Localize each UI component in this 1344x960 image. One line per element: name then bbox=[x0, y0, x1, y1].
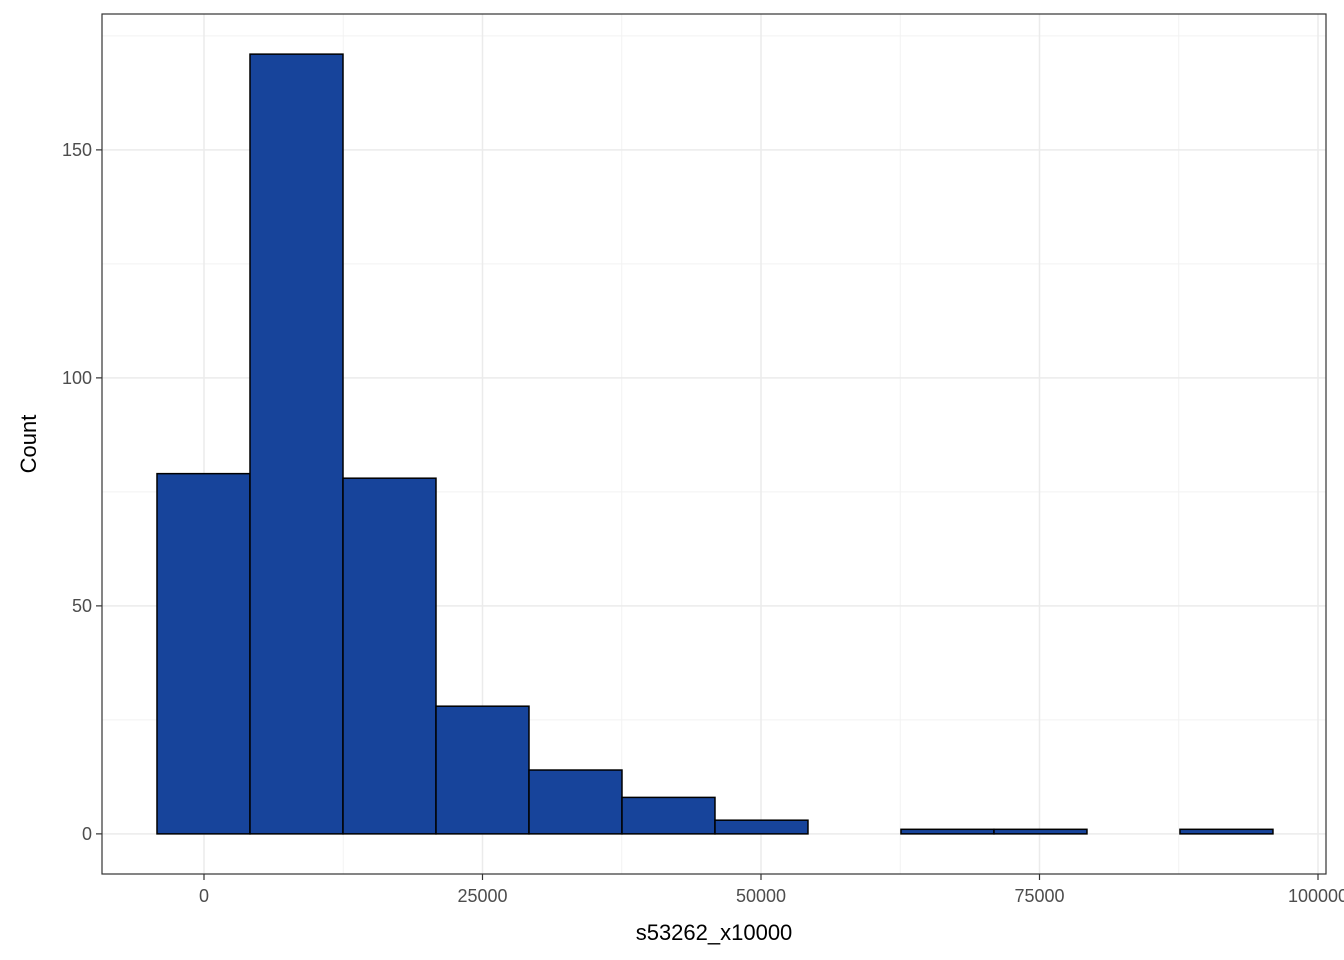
bar bbox=[156, 472, 251, 835]
x-tick-label: 50000 bbox=[736, 886, 786, 906]
bar bbox=[621, 796, 716, 835]
y-tick-label: 0 bbox=[82, 824, 92, 844]
x-axis-label: s53262_x10000 bbox=[636, 920, 793, 945]
bar bbox=[993, 828, 1088, 835]
bar bbox=[342, 477, 437, 835]
y-axis-label: Count bbox=[16, 415, 41, 474]
x-tick-label: 0 bbox=[199, 886, 209, 906]
x-tick-label: 25000 bbox=[457, 886, 507, 906]
y-tick-label: 150 bbox=[62, 140, 92, 160]
bar bbox=[435, 705, 530, 835]
bar bbox=[528, 769, 623, 835]
bar bbox=[900, 828, 995, 835]
x-tick-label: 75000 bbox=[1014, 886, 1064, 906]
y-tick-label: 100 bbox=[62, 368, 92, 388]
panel-border bbox=[101, 13, 1327, 875]
x-tick-label: 100000 bbox=[1288, 886, 1344, 906]
bar bbox=[249, 53, 344, 835]
y-tick-label: 50 bbox=[72, 596, 92, 616]
bar bbox=[1179, 828, 1274, 835]
bar bbox=[714, 819, 809, 835]
